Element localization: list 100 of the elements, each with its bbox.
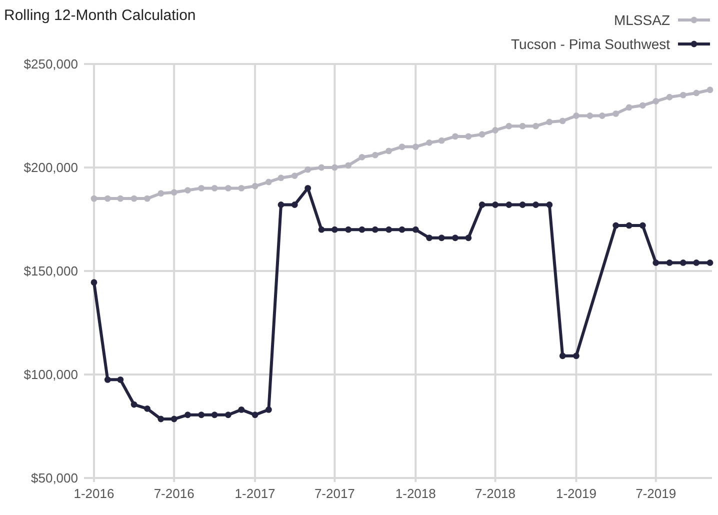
point [304,185,312,192]
point [386,226,392,233]
point [452,133,458,140]
point [130,195,138,202]
legend-label: Tucson - Pima Southwest [511,36,670,52]
point [693,260,700,266]
point [104,195,111,202]
point [398,226,406,233]
point [278,174,284,182]
point [452,234,458,242]
point [426,139,432,146]
point [506,202,512,208]
point [680,260,686,266]
point [398,144,406,150]
point [158,416,164,422]
point [252,412,258,418]
point [291,202,298,208]
point [372,152,378,158]
point [639,222,646,229]
point [130,401,138,408]
point [546,202,553,208]
x-tick-label: 1-2017 [234,486,276,501]
point [238,185,245,192]
point [519,122,526,130]
point [358,226,366,233]
point [278,202,284,208]
legend-label: MLSSAZ [614,12,670,28]
point [372,226,378,233]
y-tick-label: $50,000 [31,470,78,486]
point [304,166,312,173]
point [559,118,566,124]
point [492,127,498,134]
point [90,279,98,286]
y-tick-label: $200,000 [24,160,78,176]
y-tick-label: $250,000 [24,56,78,72]
point [612,110,620,117]
point [492,202,498,208]
y-tick-label: $100,000 [24,367,78,382]
point [198,185,205,192]
point [412,144,419,150]
point [238,406,245,413]
point [693,90,700,96]
point [358,154,366,160]
x-tick-label: 7-2016 [154,486,194,501]
x-tick-label: 1-2018 [395,486,436,501]
point [144,405,150,412]
point [652,260,660,266]
chart-title: Rolling 12-Month Calculation [4,7,196,24]
point [652,98,660,104]
point [639,102,646,109]
x-tick-label: 7-2018 [475,486,516,501]
point [198,412,205,418]
point [559,352,566,360]
point [386,148,392,154]
x-tick-label: 7-2017 [314,486,355,501]
point [318,164,325,171]
point [438,137,445,144]
point [90,195,98,202]
point [412,226,419,233]
point [586,112,594,119]
point [666,260,673,266]
point [265,178,272,186]
point [265,406,272,413]
point [573,352,580,360]
point [546,118,553,126]
point [117,195,124,202]
point [465,133,472,140]
point [599,112,606,119]
x-tick-label: 1-2016 [74,486,114,501]
point [465,234,472,242]
x-tick-label: 7-2019 [636,486,676,501]
point [211,412,218,418]
point [519,202,526,208]
point [438,234,445,242]
point [506,122,512,130]
point [573,112,580,119]
point [532,202,539,208]
point [345,226,352,233]
point [170,189,178,196]
point [252,182,258,190]
point [345,162,352,169]
point [225,185,232,192]
point [318,226,325,233]
point [104,376,111,383]
point [184,412,191,418]
point [706,260,714,266]
point [706,86,714,94]
point [331,164,338,171]
point [291,172,298,179]
point [117,376,124,383]
point [626,222,632,229]
point [184,187,191,194]
point [478,202,486,208]
point [331,226,338,233]
point [612,222,620,229]
point [144,195,150,202]
point [170,416,178,422]
point [158,190,164,197]
y-tick-label: $150,000 [24,264,78,279]
point [666,94,673,100]
